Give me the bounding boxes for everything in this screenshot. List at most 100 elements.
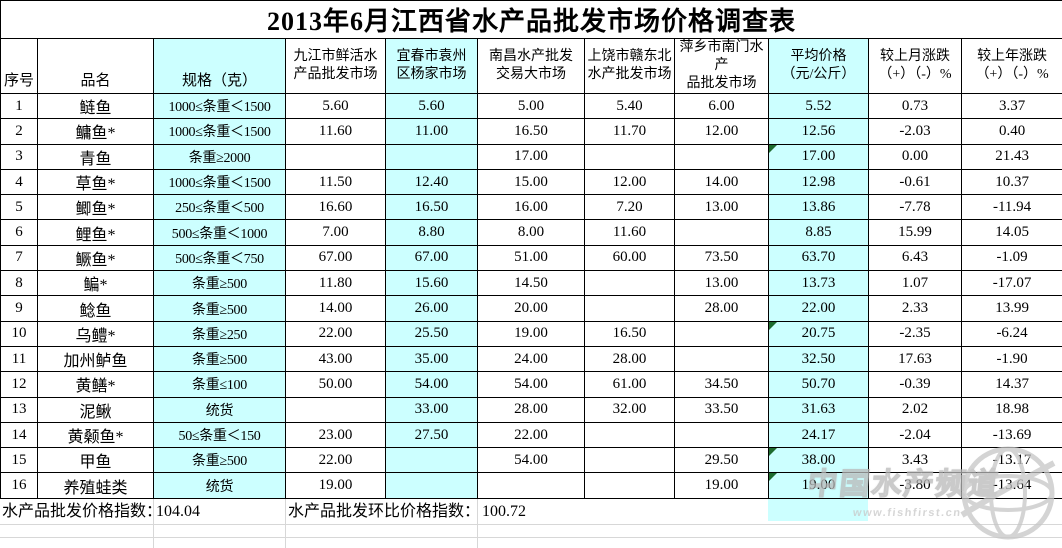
cell-name[interactable]: 泥鳅 (38, 397, 154, 422)
cell-nanchang[interactable]: 22.00 (478, 422, 585, 447)
cell-yichun[interactable]: 27.50 (386, 422, 478, 447)
cell-no[interactable]: 7 (1, 245, 38, 270)
cell-yichun[interactable]: 54.00 (386, 372, 478, 397)
cell-nanchang[interactable] (478, 473, 585, 498)
cell-nanchang[interactable]: 28.00 (478, 397, 585, 422)
column-header-no[interactable]: 序号 (1, 39, 38, 94)
cell-avg[interactable]: 24.17 (769, 422, 869, 447)
cell-mom[interactable]: 17.63 (869, 346, 962, 371)
cell-spec[interactable]: 条重≥500 (154, 296, 286, 321)
cell-shangrao[interactable]: 5.40 (585, 94, 675, 119)
cell-yichun[interactable]: 35.00 (386, 346, 478, 371)
cell-shangrao[interactable]: 61.00 (585, 372, 675, 397)
average-column-fill[interactable] (768, 499, 868, 521)
cell-nanchang[interactable]: 24.00 (478, 346, 585, 371)
cell-spec[interactable]: 500≤条重＜1000 (154, 220, 286, 245)
cell-mom[interactable]: -2.04 (869, 422, 962, 447)
cell-name[interactable]: 乌鳢* (38, 321, 154, 346)
cell-shangrao[interactable] (585, 144, 675, 169)
cell-nanchang[interactable]: 17.00 (478, 144, 585, 169)
cell-spec[interactable]: 条重≥500 (154, 448, 286, 473)
cell-mom[interactable]: 0.73 (869, 94, 962, 119)
cell-no[interactable]: 11 (1, 346, 38, 371)
cell-spec[interactable]: 条重≥250 (154, 321, 286, 346)
cell-pingxiang[interactable] (675, 321, 769, 346)
cell-name[interactable]: 鳊* (38, 271, 154, 296)
cell-pingxiang[interactable]: 12.00 (675, 119, 769, 144)
cell-pingxiang[interactable]: 28.00 (675, 296, 769, 321)
cell-nanchang[interactable]: 15.00 (478, 169, 585, 194)
cell-pingxiang[interactable] (675, 422, 769, 447)
cell-jiujiang[interactable]: 23.00 (286, 422, 386, 447)
cell-no[interactable]: 13 (1, 397, 38, 422)
cell-yoy[interactable]: -13.17 (962, 448, 1062, 473)
cell-yichun[interactable]: 5.60 (386, 94, 478, 119)
cell-name[interactable]: 加州鲈鱼 (38, 346, 154, 371)
cell-pingxiang[interactable]: 34.50 (675, 372, 769, 397)
cell-nanchang[interactable]: 16.00 (478, 195, 585, 220)
cell-yoy[interactable]: 0.40 (962, 119, 1062, 144)
cell-shangrao[interactable] (585, 422, 675, 447)
cell-no[interactable]: 3 (1, 144, 38, 169)
cell-avg[interactable]: 50.70 (769, 372, 869, 397)
cell-spec[interactable]: 50≤条重＜150 (154, 422, 286, 447)
cell-mom[interactable]: 0.00 (869, 144, 962, 169)
cell-avg[interactable]: 8.85 (769, 220, 869, 245)
cell-nanchang[interactable]: 54.00 (478, 448, 585, 473)
cell-mom[interactable]: -2.35 (869, 321, 962, 346)
cell-yoy[interactable]: 10.37 (962, 169, 1062, 194)
cell-shangrao[interactable] (585, 473, 675, 498)
cell-avg[interactable]: 12.56 (769, 119, 869, 144)
cell-nanchang[interactable]: 8.00 (478, 220, 585, 245)
cell-name[interactable]: 黄鳝* (38, 372, 154, 397)
cell-pingxiang[interactable] (675, 220, 769, 245)
cell-mom[interactable]: -0.39 (869, 372, 962, 397)
cell-jiujiang[interactable]: 16.60 (286, 195, 386, 220)
cell-shangrao[interactable]: 11.70 (585, 119, 675, 144)
cell-mom[interactable]: 2.02 (869, 397, 962, 422)
cell-jiujiang[interactable]: 11.60 (286, 119, 386, 144)
cell-shangrao[interactable]: 16.50 (585, 321, 675, 346)
cell-pingxiang[interactable]: 29.50 (675, 448, 769, 473)
cell-mom[interactable]: 2.33 (869, 296, 962, 321)
cell-yichun[interactable]: 26.00 (386, 296, 478, 321)
cell-yoy[interactable]: -13.64 (962, 473, 1062, 498)
cell-avg[interactable]: 17.00 (769, 144, 869, 169)
cell-avg[interactable]: 31.63 (769, 397, 869, 422)
cell-no[interactable]: 5 (1, 195, 38, 220)
cell-yichun[interactable]: 16.50 (386, 195, 478, 220)
cell-name[interactable]: 养殖蛙类 (38, 473, 154, 498)
cell-pingxiang[interactable]: 6.00 (675, 94, 769, 119)
cell-mom[interactable]: -2.03 (869, 119, 962, 144)
cell-yichun[interactable] (386, 448, 478, 473)
cell-yoy[interactable]: -1.90 (962, 346, 1062, 371)
cell-name[interactable]: 鲢鱼 (38, 94, 154, 119)
cell-shangrao[interactable]: 11.60 (585, 220, 675, 245)
cell-spec[interactable]: 条重≥500 (154, 271, 286, 296)
cell-yoy[interactable]: 14.37 (962, 372, 1062, 397)
cell-no[interactable]: 15 (1, 448, 38, 473)
cell-spec[interactable]: 1000≤条重＜1500 (154, 119, 286, 144)
cell-nanchang[interactable]: 14.50 (478, 271, 585, 296)
cell-spec[interactable]: 条重≥500 (154, 346, 286, 371)
cell-yichun[interactable]: 25.50 (386, 321, 478, 346)
cell-shangrao[interactable] (585, 271, 675, 296)
column-header-nanchang-market[interactable]: 南昌水产批发 交易大市场 (478, 39, 585, 94)
cell-pingxiang[interactable] (675, 346, 769, 371)
cell-mom[interactable]: 15.99 (869, 220, 962, 245)
cell-yichun[interactable]: 67.00 (386, 245, 478, 270)
cell-name[interactable]: 鲤鱼* (38, 220, 154, 245)
column-header-yichun-market[interactable]: 宜春市袁州 区杨家市场 (386, 39, 478, 94)
cell-mom[interactable]: -0.61 (869, 169, 962, 194)
cell-no[interactable]: 16 (1, 473, 38, 498)
cell-pingxiang[interactable]: 19.00 (675, 473, 769, 498)
cell-shangrao[interactable]: 32.00 (585, 397, 675, 422)
column-header-average-price[interactable]: 平均价格 （元/公斤） (769, 39, 869, 94)
column-header-year-change[interactable]: 较上年涨跌 （+）（-）% (962, 39, 1062, 94)
cell-name[interactable]: 鲶鱼 (38, 296, 154, 321)
cell-pingxiang[interactable] (675, 144, 769, 169)
cell-pingxiang[interactable]: 73.50 (675, 245, 769, 270)
cell-mom[interactable]: 6.43 (869, 245, 962, 270)
cell-jiujiang[interactable] (286, 397, 386, 422)
cell-yoy[interactable]: -17.07 (962, 271, 1062, 296)
